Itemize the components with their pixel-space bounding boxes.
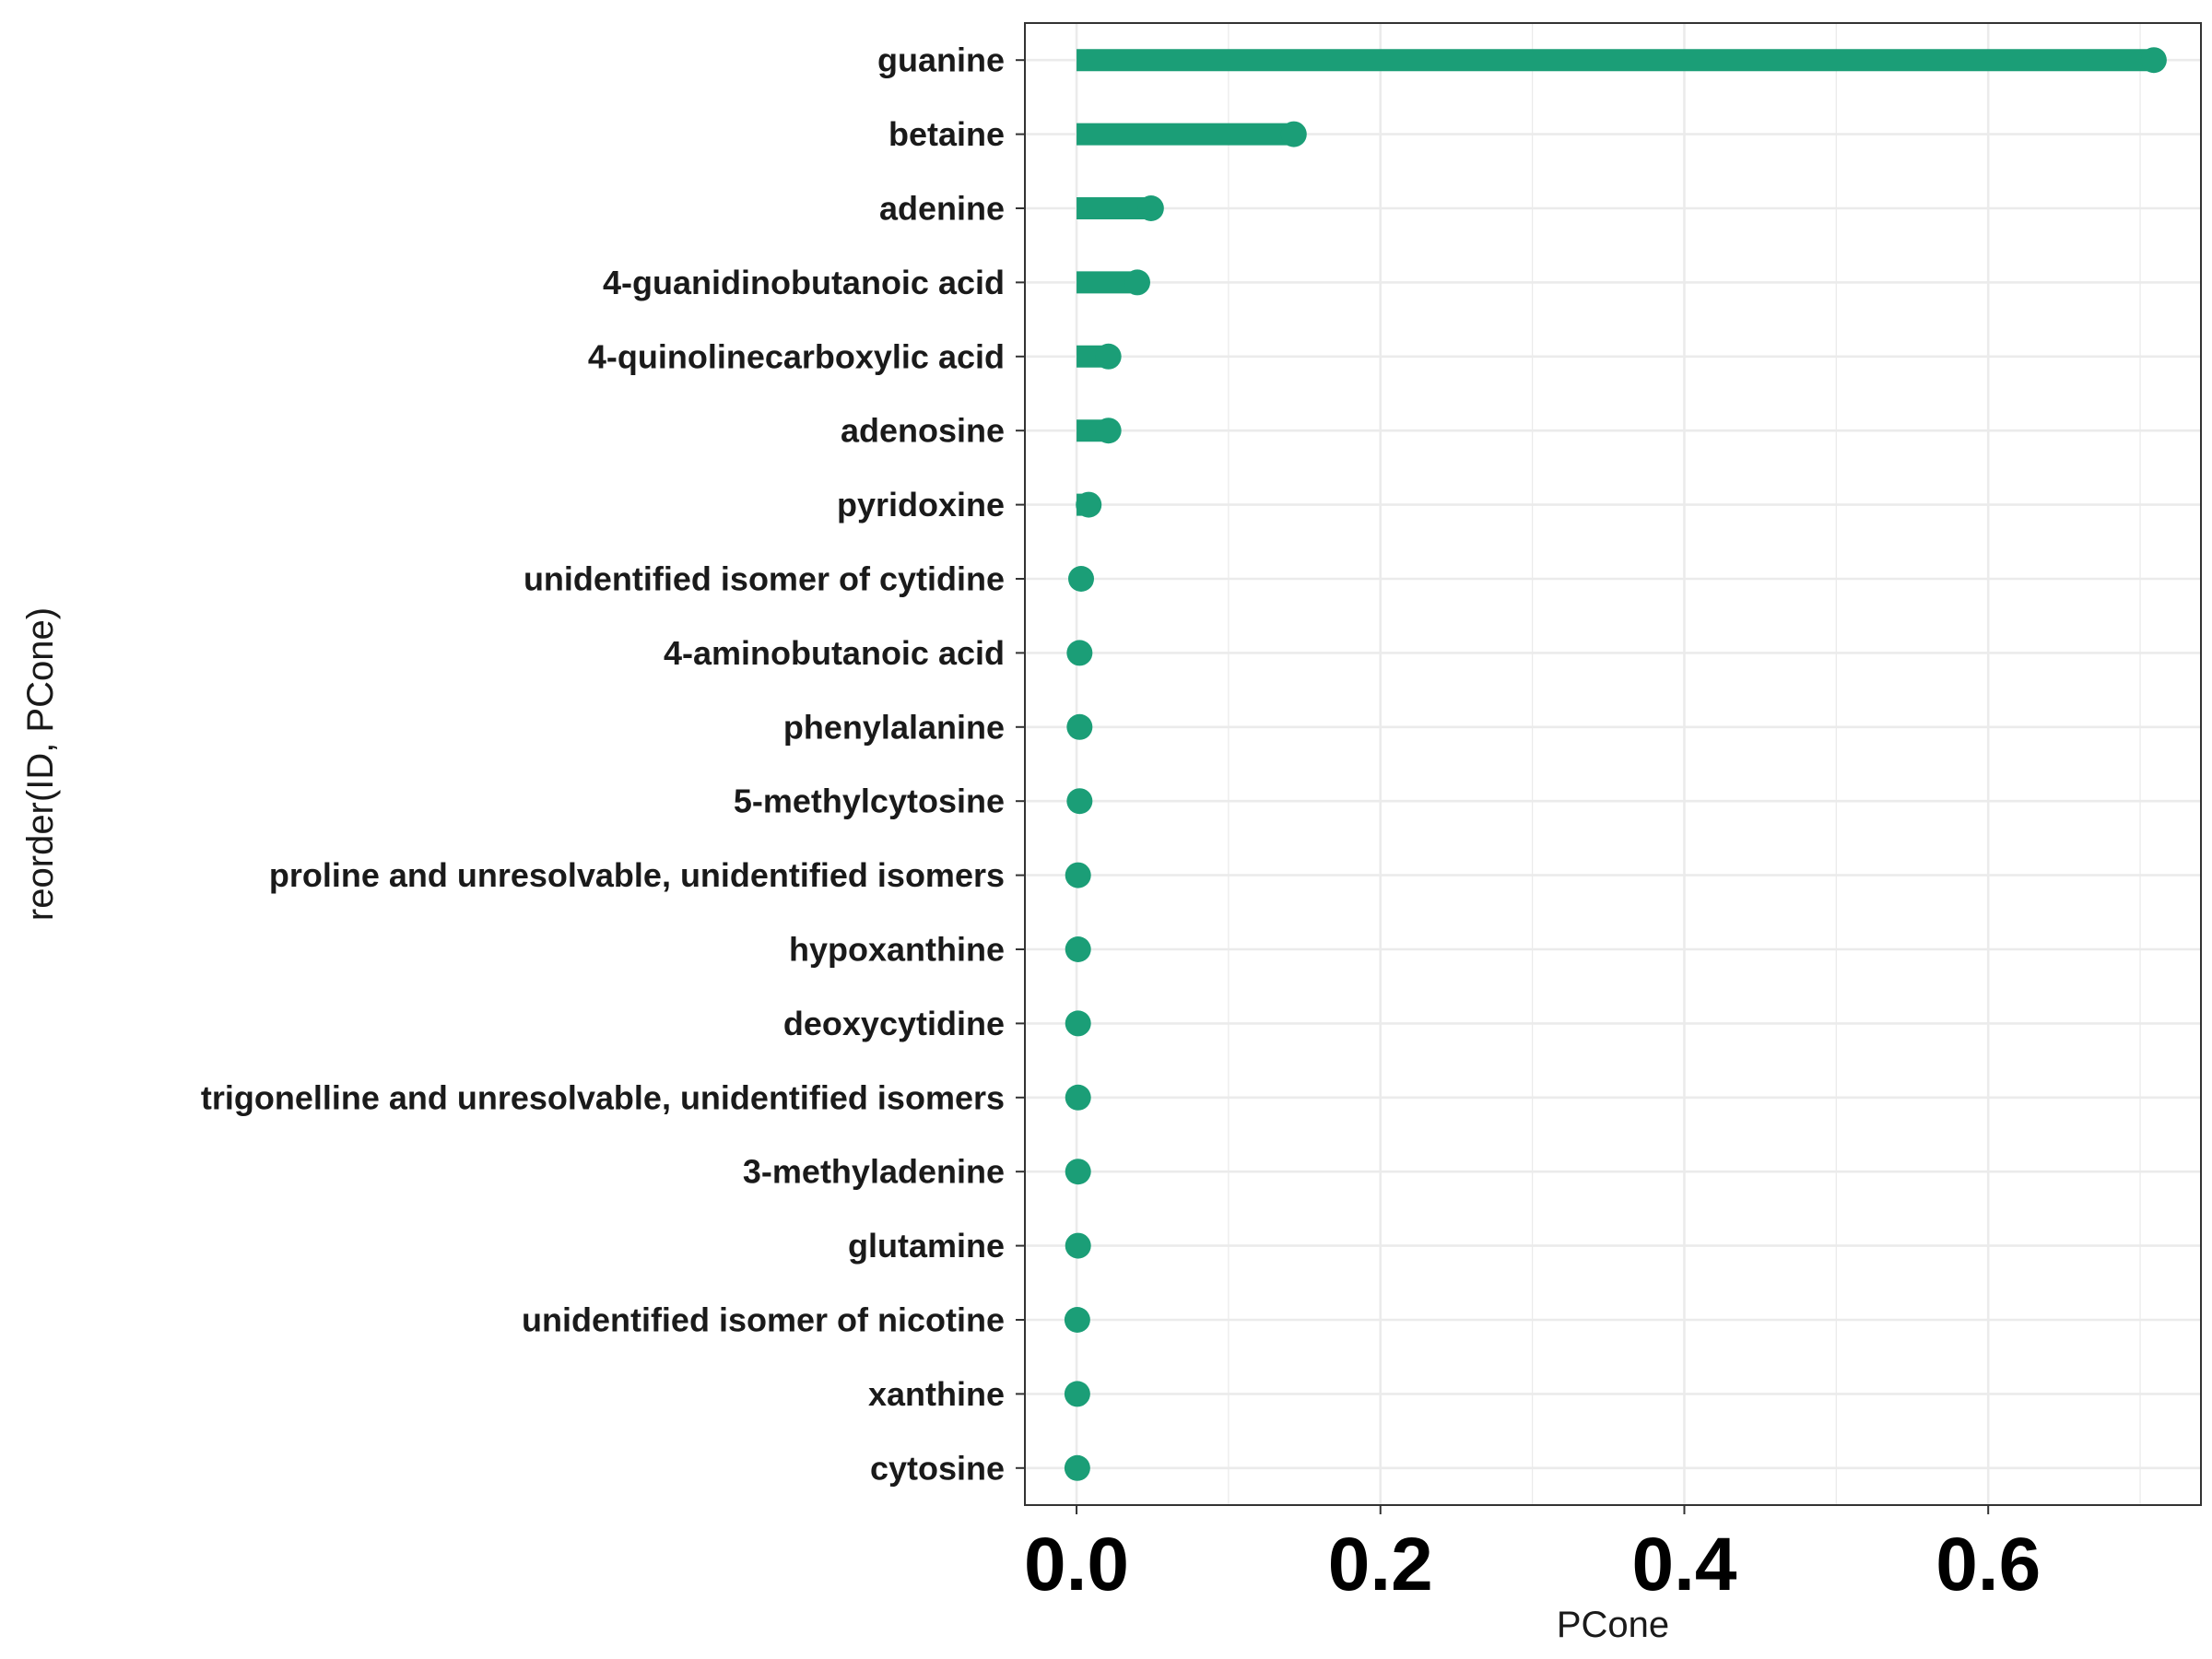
lollipop-point bbox=[1066, 788, 1093, 815]
grid-layer bbox=[1025, 23, 2201, 1505]
lollipop-point bbox=[1066, 640, 1093, 666]
panel-border bbox=[1024, 22, 2202, 1506]
y-tick-label: phenylalanine bbox=[783, 708, 1005, 746]
lollipop-point bbox=[1137, 195, 1164, 221]
y-tick-label: deoxycytidine bbox=[783, 1005, 1005, 1042]
y-tick-label: unidentified isomer of nicotine bbox=[522, 1301, 1005, 1339]
lollipop-point bbox=[1064, 1454, 1090, 1481]
lollipop-point bbox=[1064, 1381, 1090, 1407]
y-tick-label: adenine bbox=[879, 190, 1005, 228]
lollipop-point bbox=[1280, 121, 1307, 147]
x-axis: 0.0 0.2 0.4 0.6 bbox=[1024, 1505, 2041, 1606]
x-axis-title: PCone bbox=[1557, 1605, 1669, 1645]
y-tick-label: hypoxanthine bbox=[789, 931, 1005, 969]
y-tick-label: glutamine bbox=[848, 1227, 1005, 1265]
y-tick-label: cytosine bbox=[870, 1449, 1005, 1487]
y-tick-label: 3-methyladenine bbox=[743, 1153, 1005, 1191]
y-tick-label: betaine bbox=[888, 115, 1005, 153]
y-tick-label: 5-methylcytosine bbox=[734, 782, 1005, 820]
y-tick-label: pyridoxine bbox=[837, 486, 1005, 524]
y-tick-label: 4-quinolinecarboxylic acid bbox=[588, 337, 1005, 375]
lollipop-point bbox=[1095, 343, 1122, 370]
lollipop-point bbox=[1076, 491, 1102, 518]
lollipop-point bbox=[1065, 862, 1091, 888]
y-tick-label: unidentified isomer of cytidine bbox=[524, 560, 1005, 598]
lollipop-point bbox=[1065, 1084, 1091, 1111]
y-axis-title: reorder(ID, PCone) bbox=[20, 607, 61, 921]
lollipop-point bbox=[1095, 418, 1122, 444]
x-tick-label: 0.0 bbox=[1024, 1523, 1129, 1606]
x-tick-label: 0.2 bbox=[1328, 1523, 1433, 1606]
lollipop-point bbox=[1064, 1307, 1090, 1333]
y-tick-label: trigonelline and unresolvable, unidentif… bbox=[201, 1078, 1005, 1116]
lollipop-point bbox=[1066, 713, 1093, 740]
y-tick-label: xanthine bbox=[868, 1375, 1005, 1413]
y-tick-label: 4-aminobutanoic acid bbox=[664, 634, 1005, 672]
y-axis: guanine betaine adenine 4-guanidinobutanoic… bbox=[201, 41, 1025, 1487]
y-tick-label: proline and unresolvable, unidentified i… bbox=[269, 856, 1005, 894]
lollipop-point bbox=[1065, 1159, 1091, 1185]
y-tick-label: 4-guanidinobutanoic acid bbox=[603, 264, 1005, 301]
lollipop-point bbox=[1067, 566, 1094, 592]
x-tick-label: 0.6 bbox=[1936, 1523, 2041, 1606]
x-tick-label: 0.4 bbox=[1631, 1523, 1736, 1606]
lollipop-point bbox=[1065, 936, 1091, 962]
lollipop-point bbox=[2140, 47, 2167, 74]
lollipop-point bbox=[1065, 1232, 1091, 1259]
y-tick-label: guanine bbox=[877, 41, 1005, 79]
lollipop-point bbox=[1124, 269, 1150, 296]
lollipop-point bbox=[1065, 1010, 1091, 1037]
mark-layer bbox=[1064, 47, 2167, 1481]
y-tick-label: adenosine bbox=[841, 412, 1005, 450]
